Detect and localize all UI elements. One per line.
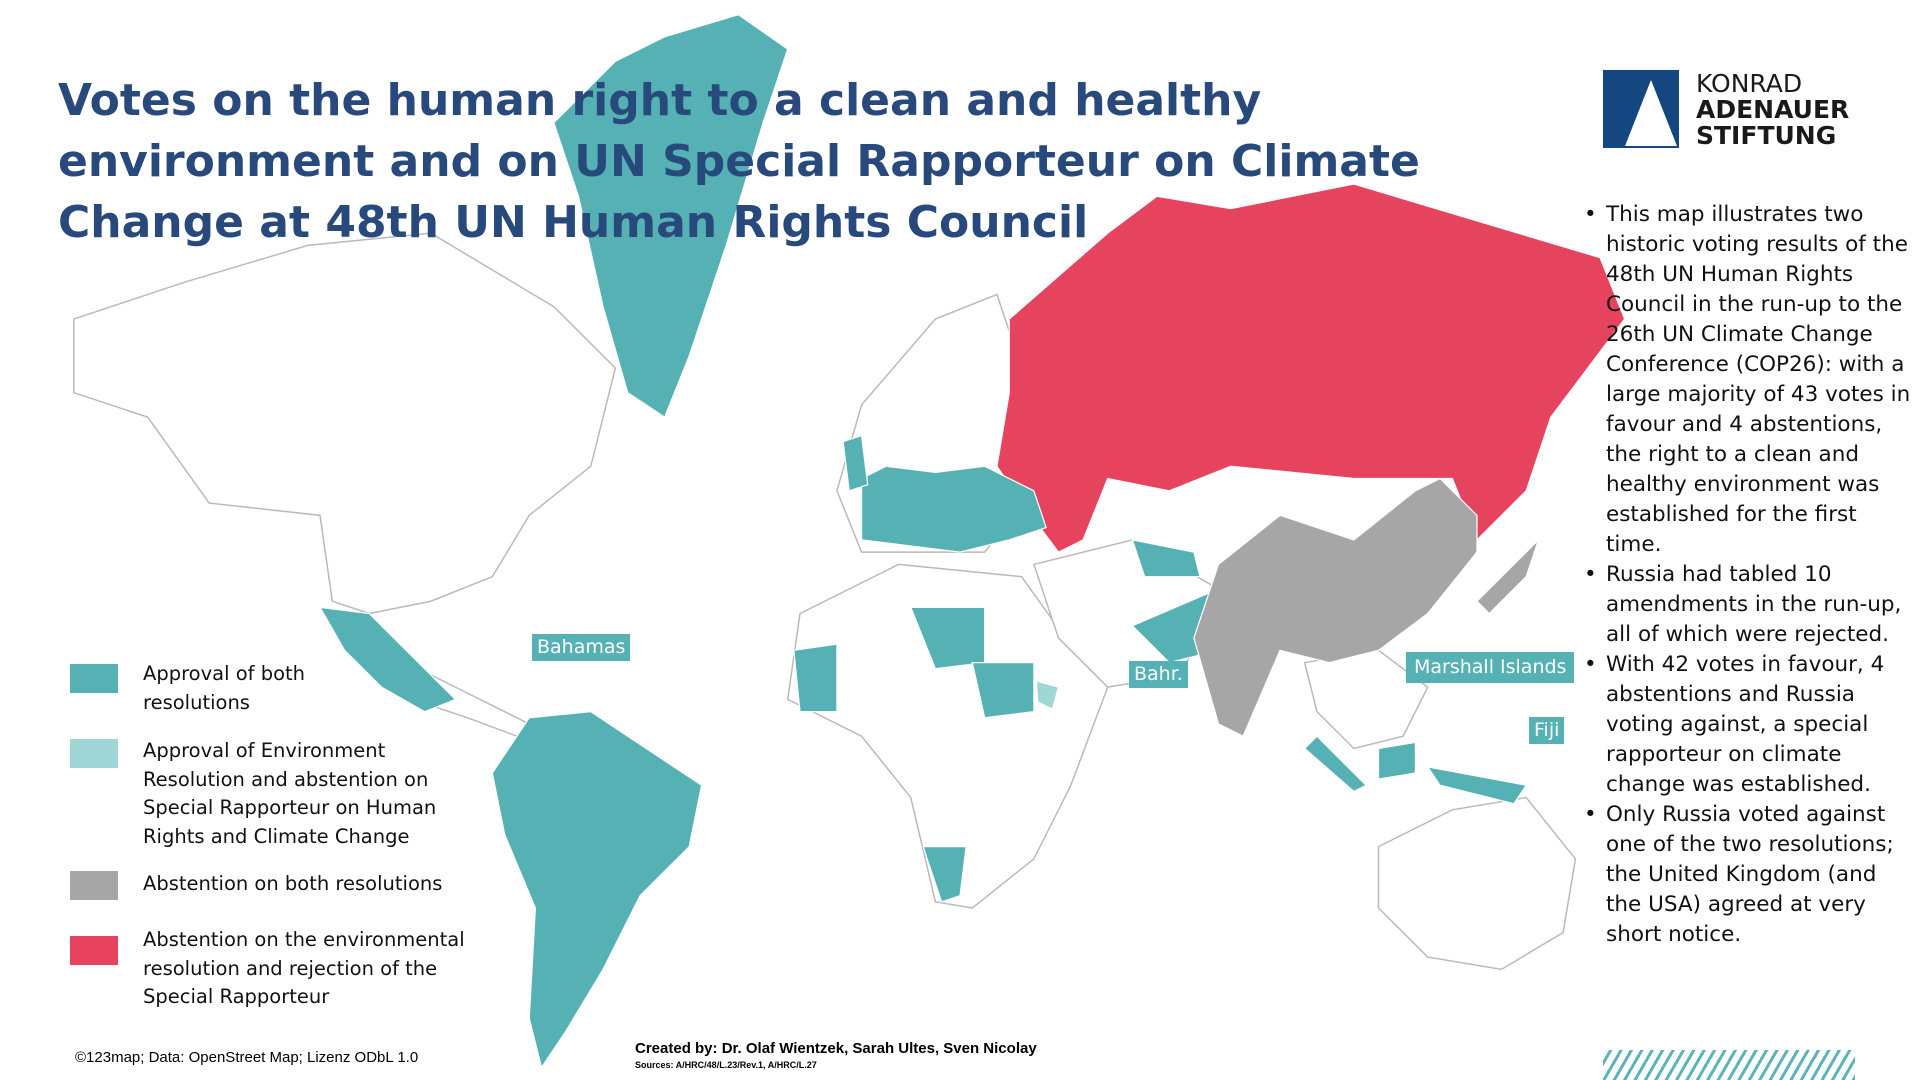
indonesia-1 xyxy=(1303,735,1368,793)
logo-text: ADENAUER xyxy=(1696,95,1850,124)
indonesia-3 xyxy=(1426,766,1528,805)
sources: Sources: A/HRC/48/L.23/Rev.1, A/HRC/L.27 xyxy=(635,1060,817,1070)
logo-mark xyxy=(1603,70,1679,148)
china-india xyxy=(1193,477,1478,738)
greenland xyxy=(553,14,789,419)
kazakhstan xyxy=(1131,539,1201,578)
mexico xyxy=(318,606,457,713)
note: This map illustrates two historic voting… xyxy=(1584,200,1914,560)
legend-label: Abstention on both resolutions xyxy=(143,872,443,895)
united-kingdom xyxy=(842,434,869,492)
indonesia-2 xyxy=(1377,741,1417,780)
copyright: ©123map; Data: OpenStreet Map; Lizenz OD… xyxy=(75,1049,419,1066)
note: Russia had tabled 10 amendments in the r… xyxy=(1584,560,1914,650)
logo-text: STIFTUNG xyxy=(1696,121,1837,150)
credits: Created by: Dr. Olaf Wientzek, Sarah Ult… xyxy=(635,1040,1037,1057)
legend-label: Approval of both resolutions xyxy=(143,662,306,714)
south-america xyxy=(491,711,703,1069)
notes: This map illustrates two historic voting… xyxy=(1584,200,1914,950)
legend-swatch xyxy=(70,871,118,900)
legend-swatch xyxy=(70,739,118,768)
north-america xyxy=(73,232,617,615)
legend-label: Approval of Environment Resolution and a… xyxy=(143,739,437,848)
title: Votes on the human right to a clean and … xyxy=(58,75,1420,248)
africa-abstainer xyxy=(1035,680,1060,711)
legend-swatch xyxy=(70,664,118,693)
map-label: Bahamas xyxy=(532,634,631,661)
map-label: Marshall Islands xyxy=(1406,652,1575,683)
decoration xyxy=(1603,1050,1855,1080)
africa-member-4 xyxy=(922,846,967,903)
africa xyxy=(786,563,1109,909)
australia xyxy=(1377,796,1577,971)
africa-member-3 xyxy=(793,643,838,713)
legend-label: Abstention on the environmental resoluti… xyxy=(143,928,465,1008)
legend-swatch xyxy=(70,936,118,965)
note: With 42 votes in favour, 4 abstentions a… xyxy=(1584,650,1914,800)
map-label: Bahr. xyxy=(1129,661,1188,688)
logo-text: KONRAD xyxy=(1696,69,1803,98)
logo: KONRAD ADENAUER STIFTUNG xyxy=(1603,70,1883,150)
africa-member-2 xyxy=(971,661,1035,719)
japan xyxy=(1476,539,1540,615)
map-label: Fiji xyxy=(1529,717,1565,744)
europe-members xyxy=(860,465,1047,553)
note: Only Russia voted against one of the two… xyxy=(1584,800,1914,950)
